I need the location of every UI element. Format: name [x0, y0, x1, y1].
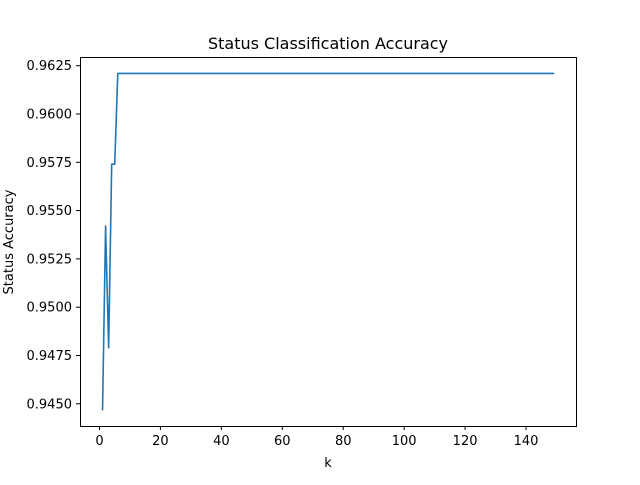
x-tick-label: 120 — [453, 434, 478, 449]
x-tick-label: 20 — [152, 434, 169, 449]
y-axis-label: Status Accuracy — [2, 189, 17, 294]
y-tick-label: 0.9525 — [27, 252, 73, 267]
y-tick-label: 0.9450 — [27, 397, 73, 412]
x-tick-label: 0 — [95, 434, 103, 449]
x-tick-label: 80 — [335, 434, 352, 449]
plot-series — [101, 72, 555, 411]
x-tick-label: 60 — [274, 434, 291, 449]
y-tick-label: 0.9600 — [27, 107, 73, 122]
chart-title: Status Classification Accuracy — [208, 34, 448, 53]
x-tick-label: 140 — [514, 434, 539, 449]
y-tick-label: 0.9475 — [27, 349, 73, 364]
x-tick-label: 40 — [213, 434, 230, 449]
series-line — [101, 72, 555, 411]
y-tick-label: 0.9625 — [27, 59, 73, 74]
y-tick-label: 0.9500 — [27, 301, 73, 316]
y-tick-label: 0.9550 — [27, 204, 73, 219]
y-tick-label: 0.9575 — [27, 156, 73, 171]
plot-frame — [80, 57, 577, 427]
x-axis-label: k — [324, 456, 332, 471]
x-axis-ticks: 0 20 40 60 80 100 120 140 — [95, 426, 538, 449]
y-axis-ticks: 0.9450 0.9475 0.9500 0.9525 0.9550 0.9575 0.96… — [27, 59, 80, 412]
x-tick-label: 100 — [392, 434, 417, 449]
